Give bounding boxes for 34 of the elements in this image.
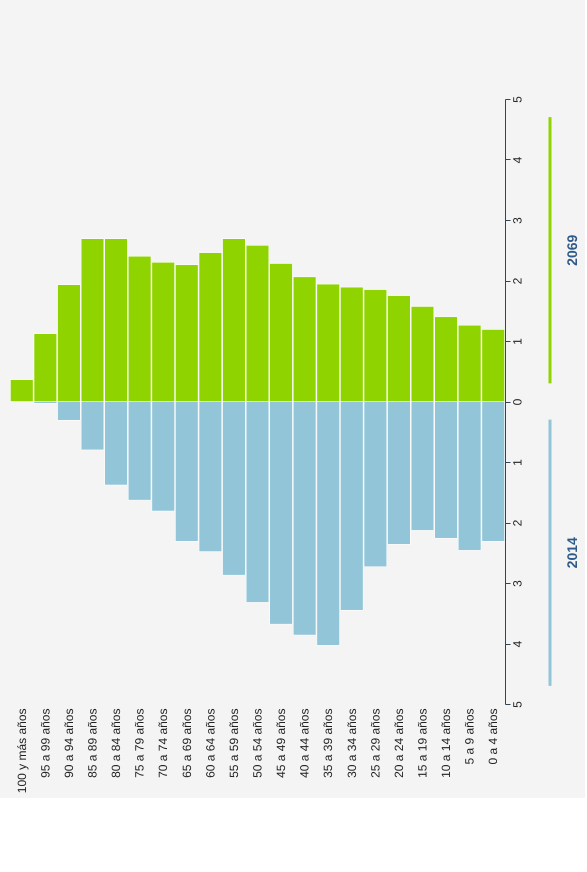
y-tick-label: 1 [510, 458, 524, 466]
x-tick-label: 65 a 69 años [180, 708, 194, 778]
text: 2069 [564, 234, 580, 266]
x-tick-label: 40 a 44 años [298, 708, 312, 778]
y-tick-label: 3 [510, 580, 524, 587]
x-tick-label: 0 a 4 años [486, 708, 500, 765]
x-tick-label: 55 a 59 años [226, 708, 241, 778]
y-tick-label: 5 [510, 700, 524, 708]
y-tick-label: 4 [510, 640, 524, 648]
x-tick-label: 80 a 84 años [109, 708, 124, 778]
y-tick-label: 2 [510, 277, 524, 284]
y-tick-label: 3 [510, 216, 524, 224]
x-tick-label: 45 a 49 años [274, 708, 288, 778]
y-tick-label: 1 [510, 338, 524, 345]
y-tick-label: 0 [510, 398, 524, 406]
x-tick-label: 50 a 54 años [250, 708, 264, 778]
x-tick-label: 95 a 99 años [38, 708, 52, 778]
y-tick-label: 5 [510, 96, 524, 103]
text: 2014 [564, 536, 580, 568]
x-tick-label: 20 a 24 años [392, 708, 406, 778]
y-tick-label: 4 [510, 156, 524, 164]
x-tick-label: 60 a 64 años [203, 708, 218, 778]
x-tick-label: 70 a 74 años [156, 708, 170, 778]
y-tick-label: 2 [510, 519, 524, 526]
x-tick-label: 30 a 34 años [344, 708, 359, 778]
x-tick-label: 5 a 9 años [462, 708, 477, 765]
x-tick-label: 25 a 29 años [368, 708, 382, 778]
x-tick-label: 90 a 94 años [62, 708, 76, 778]
x-tick-label: 85 a 89 años [86, 708, 100, 778]
x-tick-label: 15 a 19 años [416, 708, 430, 778]
x-tick-label: 75 a 79 años [132, 708, 147, 778]
x-tick-label: 35 a 39 años [321, 708, 336, 778]
x-tick-label: 10 a 14 años [439, 708, 454, 778]
x-tick-label: 100 y más años [14, 708, 29, 794]
